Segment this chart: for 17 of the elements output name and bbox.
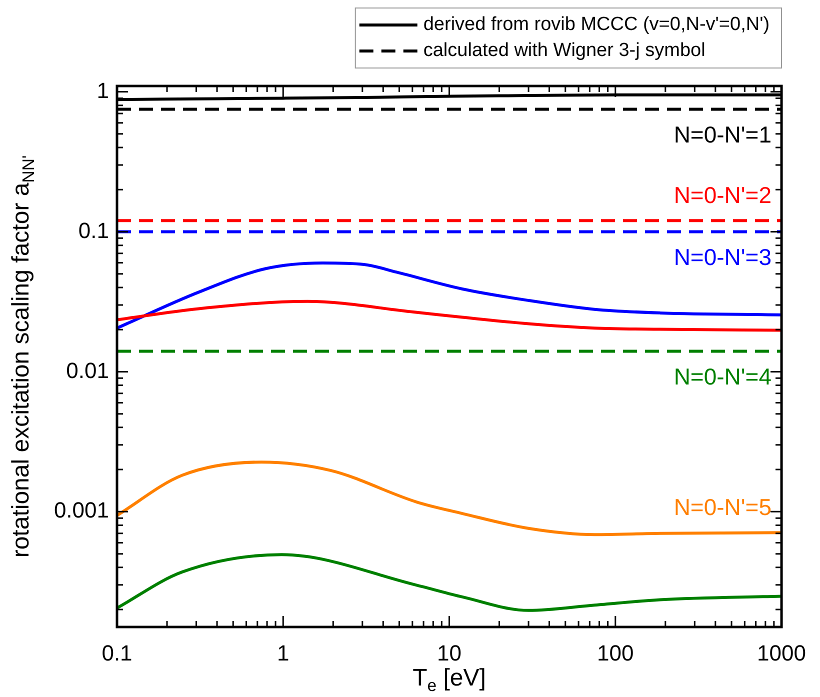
- legend-label: derived from rovib MCCC (v=0,N-v'=0,N'): [423, 14, 770, 36]
- y-tick-label: 0.1: [78, 218, 109, 243]
- annotation: N=0-N'=2: [674, 182, 772, 208]
- x-tick-label: 1000: [757, 640, 806, 666]
- x-tick-label: 1: [277, 640, 290, 666]
- y-tick-label: 0.001: [54, 498, 109, 523]
- y-axis-title: rotational excitation scaling factor aNN': [8, 155, 38, 558]
- y-tick-label: 0.01: [66, 358, 109, 383]
- annotation: N=0-N'=3: [674, 244, 772, 270]
- x-tick-label: 10: [437, 640, 462, 666]
- x-tick-label: 100: [597, 640, 634, 666]
- x-tick-label: 0.1: [102, 640, 132, 666]
- legend-label: calculated with Wigner 3-j symbol: [423, 40, 706, 62]
- y-tick-label: 1: [96, 78, 109, 103]
- annotation: N=0-N'=1: [674, 122, 772, 148]
- annotation: N=0-N'=4: [674, 364, 772, 390]
- annotation: N=0-N'=5: [674, 494, 772, 520]
